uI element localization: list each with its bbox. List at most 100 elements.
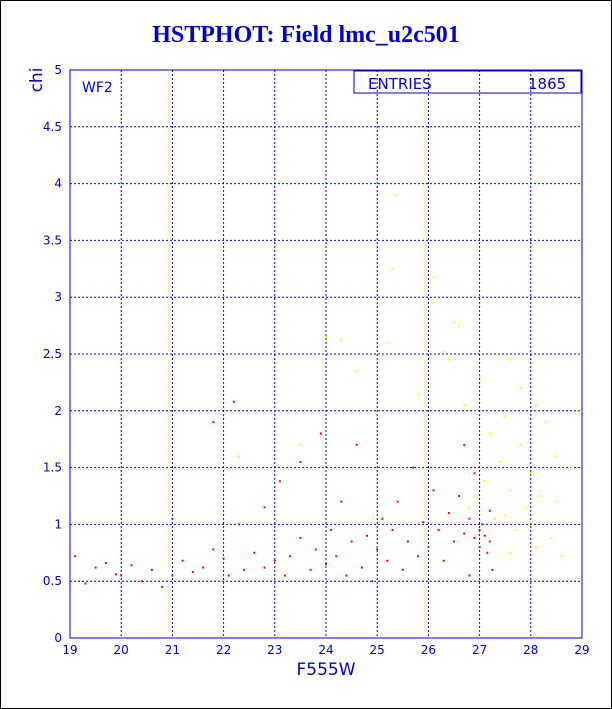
data-point-yellow — [575, 409, 578, 412]
data-point-red — [355, 443, 358, 446]
data-point-yellow — [560, 555, 563, 558]
data-point-red — [406, 540, 409, 543]
data-point-red — [427, 546, 430, 549]
data-point-yellow — [519, 387, 522, 390]
x-tick-label: 26 — [421, 643, 436, 657]
data-point-yellow — [529, 472, 532, 475]
data-point-red — [171, 517, 174, 520]
data-point-yellow — [534, 546, 537, 549]
chart-title: HSTPHOT: Field lmc_u2c501 — [152, 22, 460, 48]
data-point-red — [232, 400, 235, 403]
data-point-yellow — [519, 443, 522, 446]
data-point-red — [488, 509, 491, 512]
data-point-red — [212, 421, 215, 424]
data-point-red — [181, 559, 184, 562]
data-point-red — [442, 559, 445, 562]
data-point-red — [171, 574, 174, 577]
data-point-yellow — [509, 489, 512, 492]
data-point-yellow — [504, 415, 507, 418]
y-tick-label: 3.5 — [43, 233, 62, 247]
data-point-yellow — [417, 392, 420, 395]
data-point-red — [473, 537, 476, 540]
data-point-red — [463, 443, 466, 446]
data-point-yellow — [381, 355, 384, 358]
data-point-yellow — [545, 421, 548, 424]
data-point-yellow — [394, 193, 397, 196]
data-point-red — [463, 532, 466, 535]
data-point-red — [212, 548, 215, 551]
data-point-red — [299, 537, 302, 540]
data-point-red — [74, 555, 77, 558]
data-point-red — [473, 472, 476, 475]
y-tick-label: 5 — [54, 63, 62, 77]
plot-border — [69, 69, 583, 639]
data-point-yellow — [340, 339, 343, 342]
x-axis-label: F555W — [296, 660, 355, 680]
y-tick-label: 3 — [54, 290, 62, 304]
data-point-red — [104, 562, 107, 565]
data-point-red — [483, 534, 486, 537]
data-point-red — [376, 548, 379, 551]
data-point-red — [253, 551, 256, 554]
data-point-red — [481, 523, 484, 526]
data-point-yellow — [540, 495, 543, 497]
y-tick-label: 1 — [54, 517, 62, 531]
data-point-yellow — [550, 537, 553, 540]
x-tick-label: 29 — [574, 643, 589, 657]
data-point-yellow — [488, 432, 491, 435]
data-point-yellow — [478, 375, 481, 378]
x-tick-label: 25 — [370, 643, 385, 657]
y-tick-label: 1.5 — [43, 461, 62, 475]
panel-label: WF2 — [82, 80, 113, 96]
data-point-yellow — [458, 324, 461, 327]
data-point-red — [314, 548, 317, 551]
axis-ticks: 19 20 21 22 23 24 25 26 27 28 29 0 0.5 1 1.5 2 2.5 3 3.5 4 4… — [43, 63, 590, 657]
data-point-red — [458, 495, 461, 497]
data-point-yellow — [555, 500, 558, 503]
data-point-red — [486, 551, 489, 554]
data-point-red — [491, 568, 494, 571]
data-point-yellow — [493, 517, 496, 520]
x-tick-label: 19 — [62, 643, 77, 657]
data-point-yellow — [463, 404, 466, 407]
data-point-yellow — [432, 301, 435, 304]
data-point-red — [227, 574, 230, 577]
data-point-yellow — [570, 466, 573, 469]
grid-lines — [69, 69, 583, 639]
data-point-red — [330, 529, 333, 532]
data-point-red — [396, 500, 399, 503]
data-point-red — [365, 534, 368, 537]
data-point-red — [289, 555, 292, 558]
data-point-red — [273, 559, 276, 562]
y-tick-label: 2 — [54, 404, 62, 418]
data-point-red — [412, 466, 415, 469]
data-point-red — [130, 564, 133, 567]
x-tick-label: 24 — [318, 643, 333, 657]
data-point-yellow — [432, 275, 435, 278]
data-point-red — [488, 540, 491, 543]
data-point-red — [140, 580, 143, 583]
data-point-red — [340, 500, 343, 503]
data-point-yellow — [237, 455, 240, 458]
data-point-red — [325, 563, 327, 566]
y-tick-label: 4.5 — [43, 120, 62, 134]
x-tick-label: 23 — [267, 643, 282, 657]
data-point-red — [284, 574, 287, 577]
data-point-yellow — [529, 521, 532, 524]
data-point-red — [335, 555, 338, 558]
data-point-red — [437, 529, 440, 532]
data-point-yellow — [391, 267, 394, 270]
data-point-red — [84, 582, 87, 585]
data-point-yellow — [447, 358, 450, 361]
data-point-red — [191, 571, 194, 574]
data-point-red — [309, 568, 312, 571]
x-tick-label: 28 — [523, 643, 538, 657]
x-tick-label: 20 — [114, 643, 129, 657]
data-point-red — [263, 566, 266, 569]
data-point-red — [263, 506, 266, 509]
x-tick-label: 21 — [165, 643, 180, 657]
stats-entries-value: 1865 — [528, 75, 566, 93]
stats-box — [353, 70, 582, 94]
data-point-red — [161, 585, 164, 588]
